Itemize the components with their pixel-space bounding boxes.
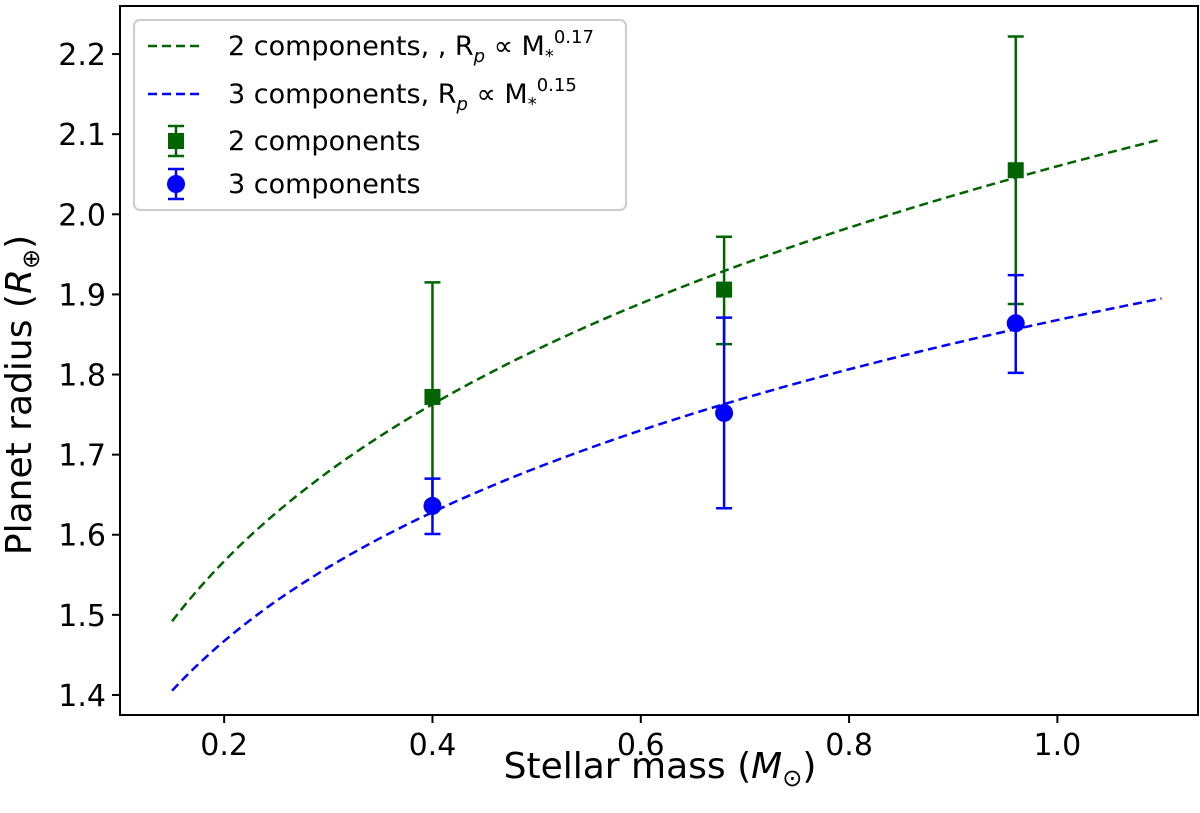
x-tick-label: 0.2 bbox=[200, 728, 248, 763]
data-point-circle bbox=[1006, 314, 1025, 333]
y-tick-label: 1.8 bbox=[58, 359, 106, 394]
legend-3comp-label: 3 components bbox=[228, 169, 421, 200]
legend: 2 components, , Rp ∝ M*0.17 3 components… bbox=[133, 19, 627, 211]
y-tick-label: 1.7 bbox=[58, 439, 106, 474]
x-tick-label: 0.6 bbox=[617, 728, 665, 763]
fit-line-3-components bbox=[171, 297, 1162, 692]
axis-ticks: 0.2 0.4 0.6 0.8 1.0 1.4 1.5 1.6 1.7 1.8 1.9 2.0 2.1 2… bbox=[58, 38, 1081, 763]
data-point-square bbox=[424, 388, 441, 405]
legend-3comp-marker bbox=[167, 167, 185, 201]
legend-2comp-marker bbox=[168, 124, 184, 158]
fit-lines bbox=[171, 138, 1162, 692]
y-tick-label: 1.5 bbox=[58, 599, 106, 634]
x-tick-label: 0.8 bbox=[825, 728, 873, 763]
x-axis-title: Stellar mass (M⊙) bbox=[504, 746, 817, 792]
y-tick-label: 1.6 bbox=[58, 519, 106, 554]
data-point-circle bbox=[715, 403, 734, 422]
fit-line-2-components bbox=[171, 138, 1162, 622]
data-markers bbox=[423, 162, 1025, 515]
y-tick-label: 2.2 bbox=[58, 38, 106, 73]
y-axis-title: Planet radius (R⊕) bbox=[0, 235, 45, 555]
data-point-square bbox=[1007, 162, 1024, 179]
y-tick-label: 1.9 bbox=[58, 278, 106, 313]
x-tick-label: 1.0 bbox=[1034, 728, 1082, 763]
y-tick-label: 2.1 bbox=[58, 118, 106, 153]
y-tick-label: 2.0 bbox=[58, 198, 106, 233]
legend-2comp-label: 2 components bbox=[228, 126, 421, 157]
y-tick-label: 1.4 bbox=[58, 679, 106, 714]
data-point-square bbox=[716, 281, 733, 298]
legend-fit-2comp-label: 2 components, , Rp ∝ M*0.17 bbox=[228, 27, 594, 67]
x-tick-label: 0.4 bbox=[409, 728, 457, 763]
legend-box bbox=[133, 19, 627, 211]
data-point-circle bbox=[423, 496, 442, 515]
legend-fit-3comp-label: 3 components, Rp ∝ M*0.15 bbox=[228, 75, 577, 115]
